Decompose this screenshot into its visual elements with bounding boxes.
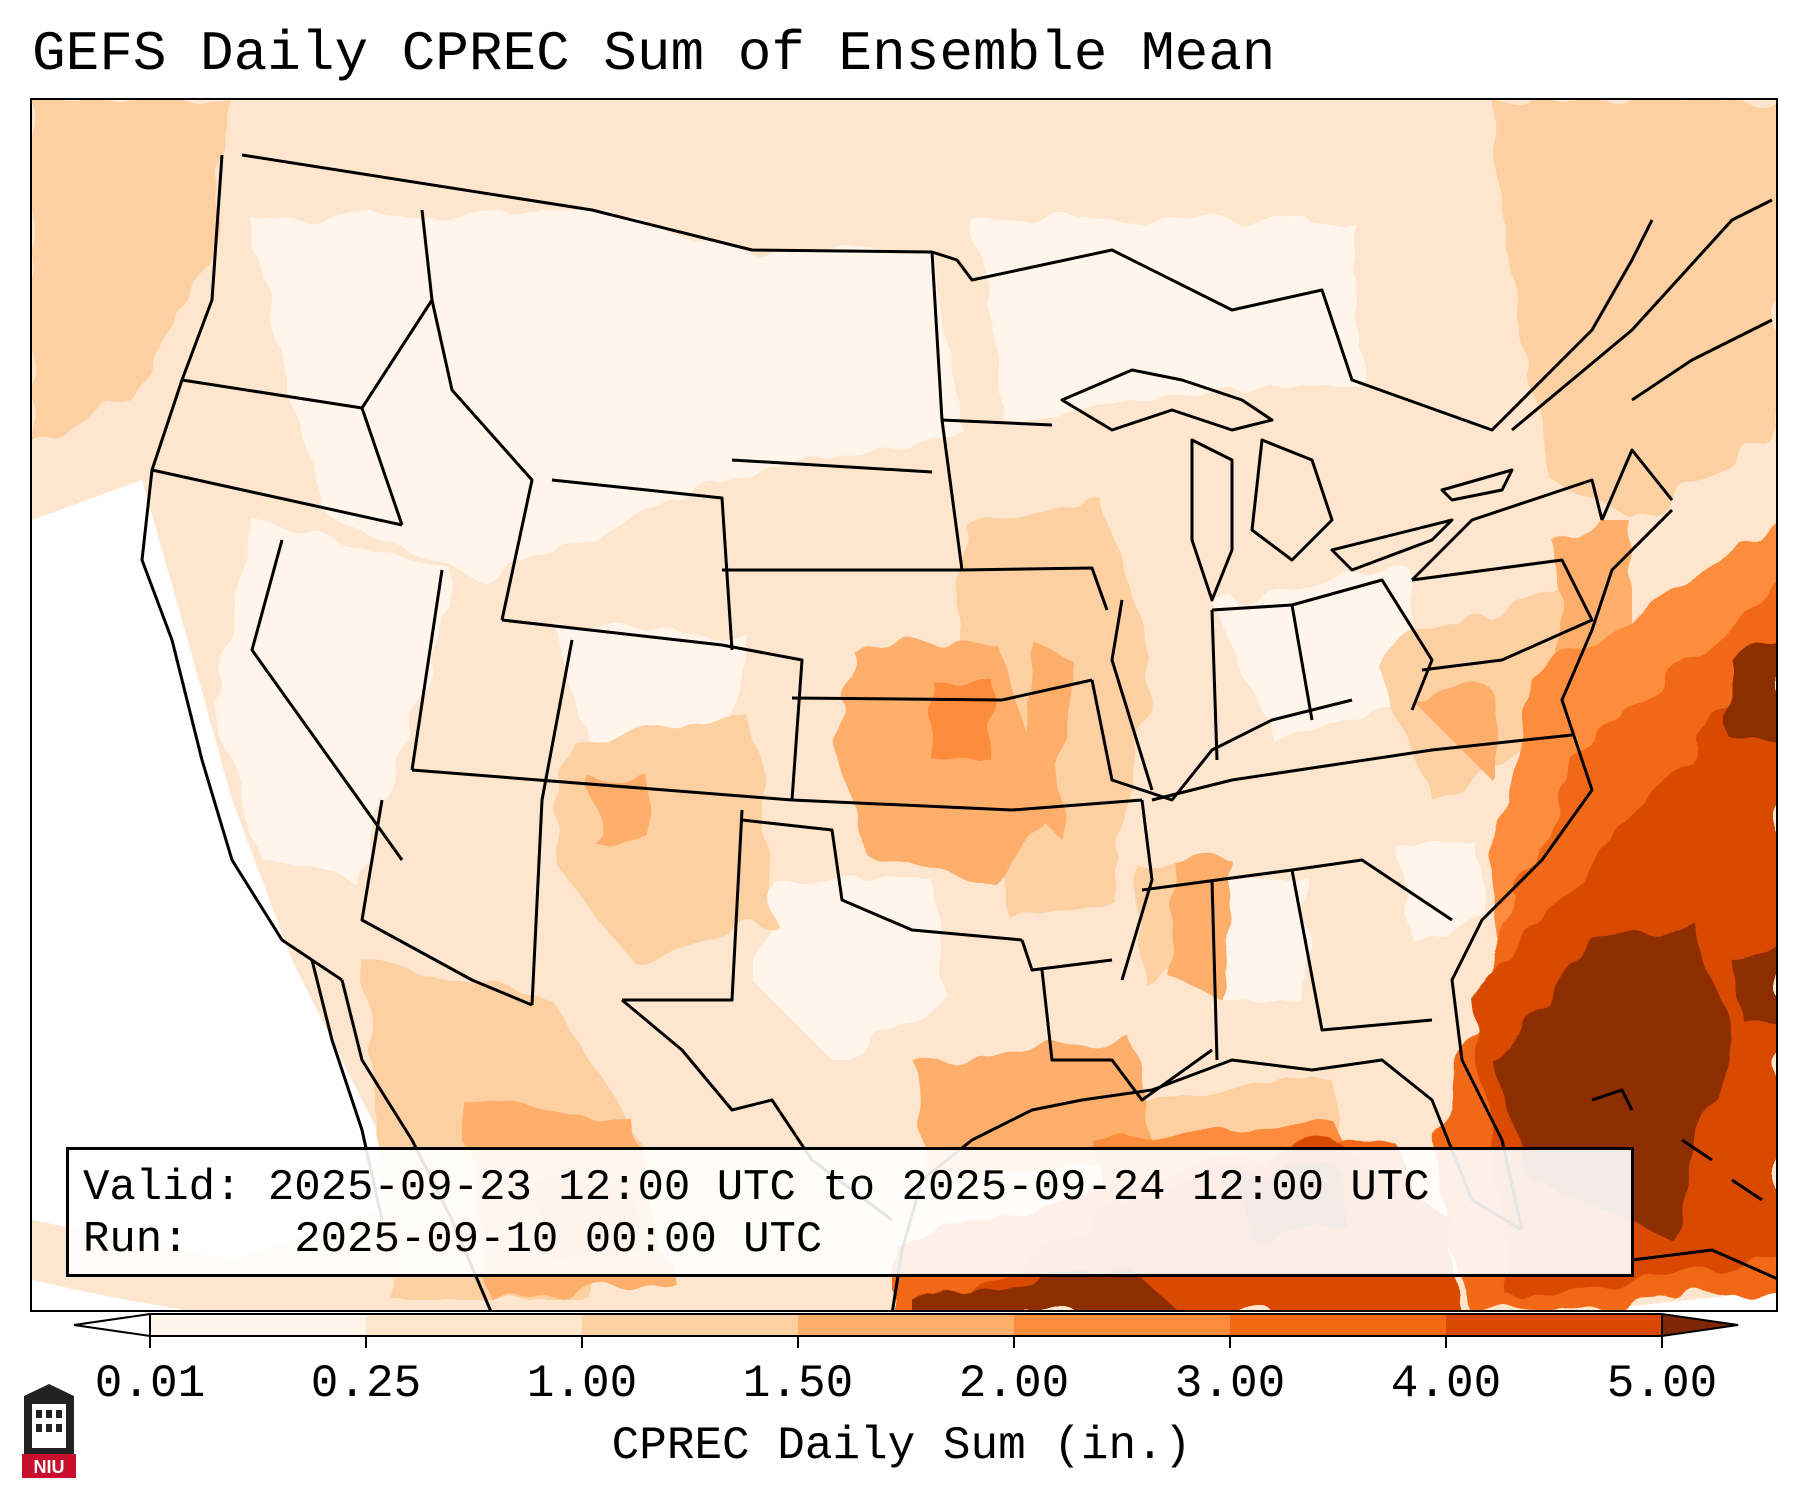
colorbar-bin-2 [582,1314,799,1336]
valid-time-range: 2025-09-23 12:00 UTC to 2025-09-24 12:00… [267,1163,1430,1213]
colorbar-tick-label: 0.01 [94,1358,206,1410]
run-time: 2025-09-10 00:00 UTC [294,1215,823,1265]
colorbar-bin-4 [1014,1314,1231,1336]
precip-map [32,100,1776,1310]
colorbar-under-extension [73,1312,151,1338]
colorbar-tick-label: 4.00 [1390,1358,1502,1410]
colorbar-bin-5 [1230,1314,1447,1336]
valid-label: Valid: [83,1163,242,1213]
colorbar-over-extension [1661,1312,1739,1338]
colorbar-tick-label: 3.00 [1174,1358,1286,1410]
colorbar-bin-6 [1446,1314,1663,1336]
colorbar-tick-label: 1.50 [742,1358,854,1410]
colorbar-bin-3 [798,1314,1015,1336]
map-panel [30,98,1778,1312]
colorbar-tick-label: 1.00 [526,1358,638,1410]
niu-logo: NIU [22,1384,76,1478]
colorbar-tick-label: 2.00 [958,1358,1070,1410]
precip-none-areas [32,480,412,1260]
colorbar-tick-label: 5.00 [1606,1358,1718,1410]
chart-title: GEFS Daily CPREC Sum of Ensemble Mean [32,22,1276,86]
colorbar-bin-0 [150,1314,367,1336]
precip-light-areas [212,210,1492,1060]
state-borders [140,153,1776,1310]
colorbar-frame [149,1313,1663,1337]
colorbar-label: CPREC Daily Sum (in.) [611,1420,1192,1472]
valid-run-info-box: Valid: 2025-09-23 12:00 UTC to 2025-09-2… [66,1147,1634,1277]
logo-text: NIU [34,1457,65,1477]
colorbar-bin-1 [366,1314,583,1336]
run-label: Run: [83,1215,189,1265]
colorbar-tick-label: 0.25 [310,1358,422,1410]
colorbar [73,1312,1739,1348]
